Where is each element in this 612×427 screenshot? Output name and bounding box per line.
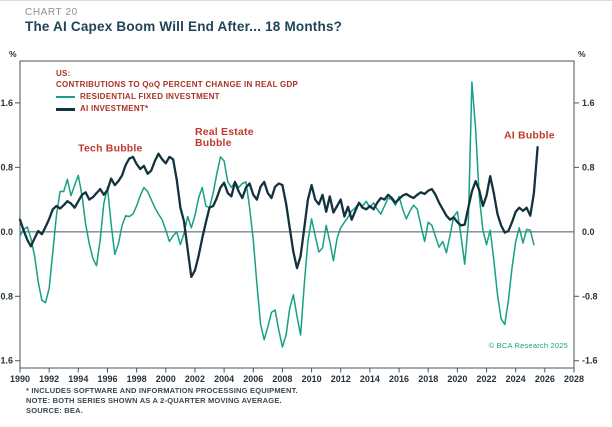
footnote-note: NOTE: BOTH SERIES SHOWN AS A 2-QUARTER M…: [26, 396, 282, 405]
footnote-source: SOURCE: BEA.: [26, 406, 83, 415]
x-tick-label: 2024: [506, 374, 526, 384]
legend-subtitle: CONTRIBUTIONS TO QoQ PERCENT CHANGE IN R…: [56, 80, 299, 89]
x-tick-label: 1992: [39, 374, 59, 384]
y-tick-label-left: 0.8: [0, 162, 13, 172]
footnotes: * INCLUDES SOFTWARE AND INFORMATION PROC…: [26, 386, 298, 416]
page-title: The AI Capex Boom Will End After... 18 M…: [25, 19, 343, 34]
y-tick-label-right: -0.8: [582, 291, 598, 301]
annotation-real-estate-bubble: Real Estate Bubble: [194, 125, 254, 150]
y-tick-label-right: -1.6: [582, 356, 598, 366]
annotation-tech-bubble: Tech Bubble: [78, 142, 143, 155]
legend: US: CONTRIBUTIONS TO QoQ PERCENT CHANGE …: [56, 69, 298, 114]
y-tick-label-right: 0.8: [582, 162, 595, 172]
chart-number: CHART 20: [25, 7, 78, 18]
top-border: [0, 0, 612, 1]
legend-label-residential: RESIDENTIAL FIXED INVESTMENT: [80, 92, 220, 101]
annotation-ai-bubble: AI Bubble: [504, 129, 555, 142]
x-tick-label: 2004: [214, 374, 234, 384]
y-tick-label-right: 0.0: [582, 227, 595, 237]
y-axis-unit-left: %: [9, 49, 17, 59]
x-tick-label: 2008: [272, 374, 292, 384]
series-line-residential: [19, 81, 535, 348]
x-tick-label: 2020: [447, 374, 467, 384]
watermark: © BCA Research 2025: [488, 341, 568, 350]
series-line-ai: [18, 146, 539, 279]
y-tick-label-left: -1.6: [0, 356, 13, 366]
x-tick-label: 2014: [360, 374, 380, 384]
x-tick-label: 2012: [331, 374, 351, 384]
x-tick-label: 2016: [389, 374, 409, 384]
y-axis-unit-right: %: [578, 49, 586, 59]
footnote-includes: * INCLUDES SOFTWARE AND INFORMATION PROC…: [26, 386, 298, 395]
y-tick-label-left: 1.6: [0, 98, 13, 108]
x-tick-label: 1996: [97, 374, 117, 384]
legend-label-ai: AI INVESTMENT*: [80, 104, 149, 113]
x-tick-label: 2000: [156, 374, 176, 384]
x-tick-label: 2026: [535, 374, 555, 384]
x-tick-label: 1990: [10, 374, 30, 384]
x-tick-label: 2028: [564, 374, 584, 384]
x-tick-label: 2010: [302, 374, 322, 384]
y-tick-label-left: -0.8: [0, 291, 13, 301]
x-tick-label: 2002: [185, 374, 205, 384]
x-tick-label: 1998: [127, 374, 147, 384]
legend-region: US:: [56, 69, 71, 78]
ai-line-swatch: [56, 107, 75, 111]
x-tick-label: 2018: [418, 374, 438, 384]
x-tick-label: 2022: [477, 374, 497, 384]
x-tick-label: 2006: [243, 374, 263, 384]
legend-item-residential: RESIDENTIAL FIXED INVESTMENT: [56, 92, 298, 102]
y-tick-label-left: 0.0: [0, 227, 13, 237]
x-tick-label: 1994: [68, 374, 88, 384]
residential-line-swatch: [56, 96, 75, 98]
y-tick-label-right: 1.6: [582, 98, 595, 108]
legend-item-ai: AI INVESTMENT*: [56, 104, 298, 114]
plot-frame: [19, 60, 575, 369]
